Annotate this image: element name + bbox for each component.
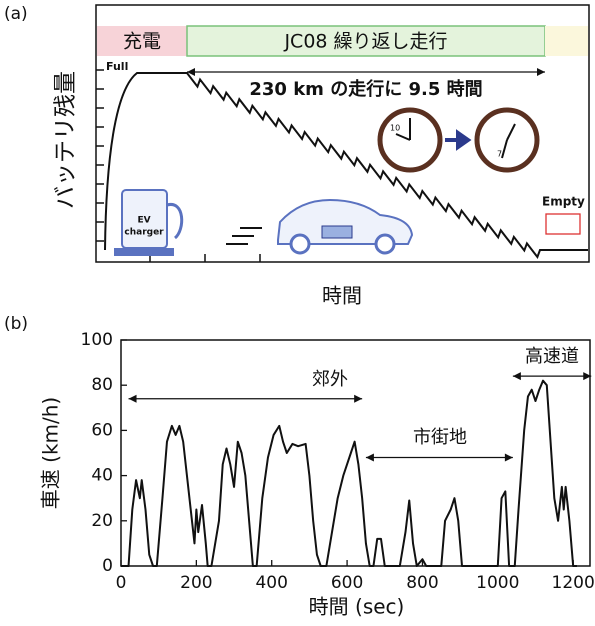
charger-cable [167,204,182,238]
charger-label: EV [137,216,150,226]
arrow-head [505,454,513,462]
arrow-head [366,454,374,462]
clock-arrow [445,133,468,147]
full-label: Full [106,60,128,73]
arrow-head [354,395,362,403]
arrow-head [513,372,521,380]
panel-label: (b) [4,314,28,334]
x-tick-label: 800 [406,573,438,593]
panel-label: (a) [4,4,28,24]
charger-label: charger [124,228,164,238]
y-tick-label: 60 [91,420,113,440]
arrow-head [129,395,137,403]
x-tick-label: 400 [255,573,287,593]
phase-band [545,26,588,56]
empty-label: Empty [542,195,585,209]
y-tick-label: 100 [81,330,113,350]
headline: 230 km の走行に 9.5 時間 [249,78,482,100]
x-tick-label: 600 [331,573,363,593]
y-tick-label: 40 [91,466,113,486]
phase-label: JC08 繰り返し走行 [283,31,447,53]
speed-lines [226,228,262,244]
figure: (a) 充電 JC08 繰り返し走行 Full Empty 230 km の走行に 9.5… [0,0,595,626]
y-tick-label: 20 [91,511,113,531]
car-wheel [291,235,309,253]
car-wheel [376,235,394,253]
charger-base [114,248,174,256]
x-axis-label: 時間 [322,284,362,308]
arrow-head [537,68,545,76]
x-axis-label: 時間 (sec) [309,595,405,619]
annotation: 郊外 [312,369,348,390]
speed-line [121,381,577,566]
battery-icon [546,214,580,234]
y-tick-label: 0 [102,556,113,576]
x-tick-label: 1000 [476,573,519,593]
annotation: 市街地 [413,427,467,448]
x-tick-label: 200 [180,573,212,593]
y-axis-label: 車速 (km/h) [39,397,63,509]
y-axis-label: バッテリ残量 [53,71,79,209]
x-tick-label: 0 [116,573,127,593]
annotation: 高速道 [525,346,579,367]
phase-label: 充電 [123,31,161,53]
y-tick-label: 80 [91,375,113,395]
clock-label: 10 [390,124,400,133]
car-battery [322,226,352,238]
x-tick-label: 1200 [552,573,595,593]
